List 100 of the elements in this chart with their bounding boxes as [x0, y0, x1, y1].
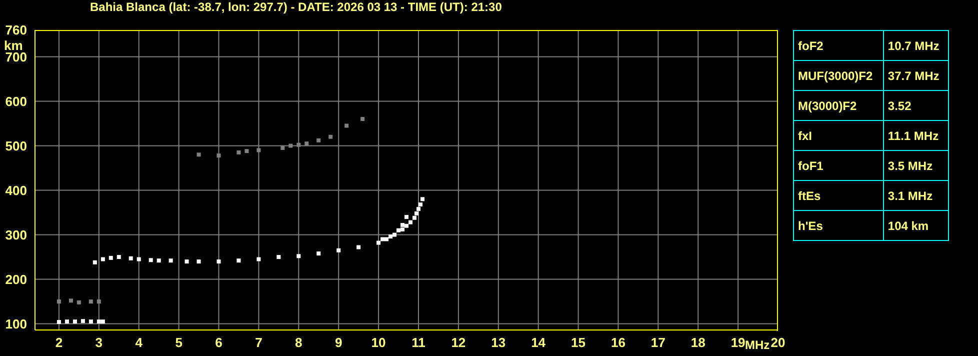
point — [116, 255, 121, 260]
point — [168, 258, 173, 263]
point — [400, 227, 405, 232]
text: 104 km — [883, 210, 948, 240]
x-tick-label: 5 — [175, 335, 182, 350]
y-tick-label: 760 — [5, 22, 27, 38]
point — [236, 150, 241, 154]
point — [416, 206, 420, 211]
point — [380, 237, 385, 242]
point — [360, 117, 365, 122]
point — [100, 257, 105, 262]
point — [336, 248, 341, 252]
point — [256, 257, 261, 262]
point — [88, 300, 93, 304]
text: 3.1 MHz — [883, 180, 948, 210]
point — [68, 298, 73, 303]
point — [356, 245, 361, 250]
point — [414, 211, 418, 216]
text: 10.7 MHz — [883, 30, 948, 60]
point — [280, 146, 285, 150]
y-tick-label: 500 — [5, 138, 27, 154]
point — [408, 220, 412, 224]
x-tick-label: 9 — [334, 335, 342, 350]
x-tick-label: 11 — [412, 335, 426, 350]
point — [328, 134, 333, 139]
point — [196, 152, 201, 157]
x-tick-label: 10 — [371, 335, 386, 350]
y-tick-label: 600 — [5, 94, 27, 109]
x-tick-label: 4 — [135, 335, 144, 350]
point — [244, 149, 249, 154]
x-tick-label: 7 — [255, 335, 262, 350]
point — [344, 124, 349, 128]
text: 3.52 — [883, 90, 948, 120]
text: foF1 — [794, 150, 884, 180]
x-tick-label: 18 — [690, 335, 706, 350]
x-tick-label: 6 — [215, 335, 222, 350]
x-tick-label: 20 — [770, 335, 786, 350]
point — [108, 256, 113, 260]
point — [92, 260, 97, 264]
point — [296, 254, 301, 258]
y-tick-label: 400 — [5, 182, 27, 198]
x-tick-label: 14 — [531, 335, 546, 350]
text: M(3000)F2 — [794, 90, 884, 120]
point — [304, 142, 309, 146]
point — [156, 258, 161, 263]
point — [72, 320, 77, 324]
point — [100, 320, 105, 324]
point — [56, 320, 61, 324]
point — [216, 259, 221, 264]
point — [404, 214, 408, 219]
text: fxI — [794, 120, 884, 150]
y-tick-label: 200 — [5, 272, 27, 287]
point — [80, 319, 85, 324]
y-tick-label: 100 — [5, 316, 27, 332]
point — [148, 258, 153, 262]
text: h'Es — [794, 210, 884, 240]
text: 3.5 MHz — [883, 150, 948, 180]
point — [376, 240, 381, 245]
point — [76, 300, 81, 304]
text: 11.1 MHz — [883, 120, 948, 150]
x-tick-label: 15 — [571, 335, 586, 350]
point — [316, 251, 321, 256]
text: ftEs — [794, 180, 884, 210]
point — [316, 138, 321, 142]
x-tick-label: 3 — [95, 335, 103, 350]
point — [216, 154, 221, 158]
point — [384, 237, 389, 242]
x-tick-label: 8 — [295, 335, 302, 350]
x-tick-label: 13 — [491, 335, 506, 350]
x-axis-title: MHz — [745, 338, 770, 352]
point — [56, 300, 61, 304]
x-tick-label: 16 — [610, 335, 626, 350]
x-tick-label: 2 — [55, 335, 63, 350]
point — [236, 258, 241, 263]
point — [396, 228, 401, 232]
text: MUF(3000)F2 — [794, 60, 884, 90]
x-tick-label: 19 — [730, 335, 746, 350]
point — [64, 320, 69, 324]
point — [184, 259, 189, 264]
point — [392, 232, 397, 237]
x-tick-label: 17 — [650, 335, 666, 350]
point — [96, 300, 101, 304]
point — [400, 222, 405, 227]
point — [96, 320, 101, 324]
point — [420, 197, 424, 202]
point — [418, 202, 422, 206]
point — [288, 144, 293, 148]
point — [196, 259, 201, 264]
point — [128, 256, 133, 260]
point — [136, 257, 141, 262]
point — [388, 234, 393, 239]
chart-title: Bahia Blanca (lat: -38.7, lon: 297.7) - DATE: 2026 03 13 - TIME (UT): 21:30 — [90, 0, 502, 14]
point — [412, 216, 416, 220]
point — [296, 142, 301, 147]
point — [276, 255, 281, 260]
point — [404, 224, 408, 228]
text: foF2 — [794, 30, 884, 60]
point — [88, 320, 93, 324]
text: 37.7 MHz — [883, 60, 948, 90]
y-tick-label: 300 — [5, 227, 27, 242]
